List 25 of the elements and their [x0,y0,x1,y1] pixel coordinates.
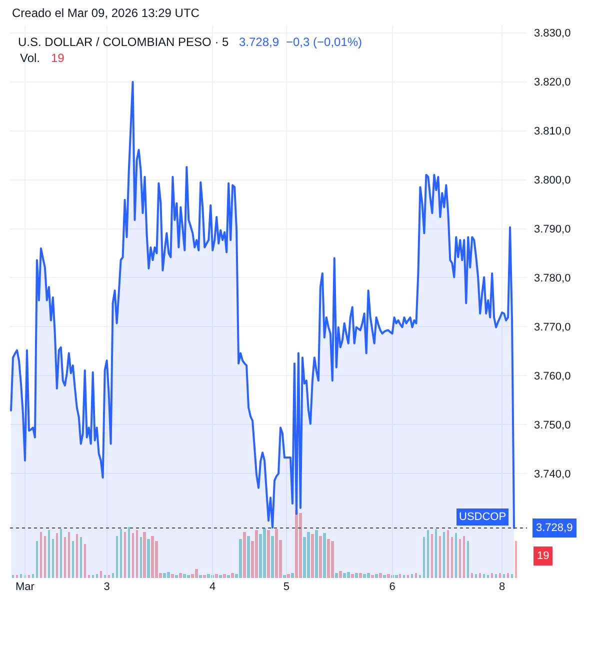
x-tick-label: 8 [498,581,506,593]
annotation: 3.728,9 [239,35,280,49]
y-tick-label: 3.780,0 [534,272,571,285]
y-tick-label: 3.740,0 [534,468,571,481]
annotation: −0,3 (−0,01%) [286,35,362,49]
x-tick-label: Mar [15,581,35,593]
x-tick-label: 5 [283,581,290,593]
y-tick-label: 3.770,0 [534,322,571,334]
annotation: Vol. [20,51,40,65]
x-tick-label: 4 [210,581,216,593]
annotation: 19 [51,51,65,65]
y-tick-label: 3.820,0 [534,76,571,89]
y-tick-label: 3.760,0 [534,370,571,383]
x-tick-label: 6 [389,581,396,593]
text: 3.728,9 [536,522,573,534]
y-tick-label: 3.830,0 [534,28,571,40]
ref-line-label: USDCOP [459,511,506,523]
y-tick-label: 3.750,0 [534,420,571,432]
y-tick-label: 3.790,0 [534,224,571,236]
text: U.S. DOLLAR / COLOMBIAN PESO · 5 [18,35,230,50]
y-tick-label: 3.800,0 [534,174,571,187]
y-tick-label: 3.810,0 [534,126,571,138]
x-tick-label: 3 [104,581,110,593]
text: Creado el Mar 09, 2026 13:29 UTC [12,6,200,20]
text: 19 [537,550,550,562]
